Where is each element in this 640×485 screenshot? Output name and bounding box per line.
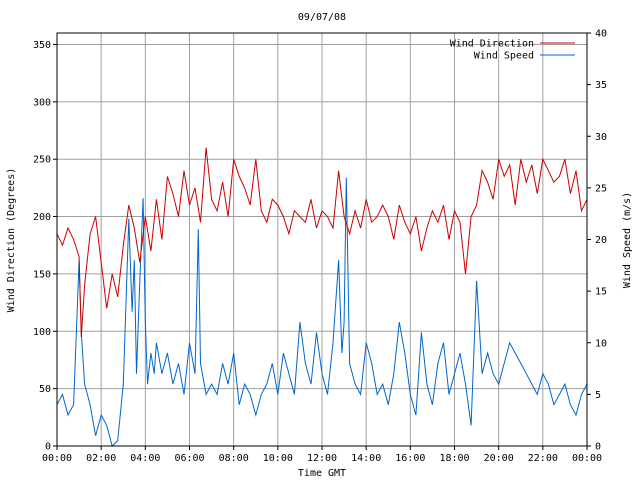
right-axis-tick-label: 25 bbox=[595, 183, 607, 194]
right-axis-tick-label: 20 bbox=[595, 235, 607, 246]
series-layer bbox=[56, 147, 588, 447]
x-axis-tick-label: 02:00 bbox=[86, 453, 116, 464]
x-axis-tick-label: 00:00 bbox=[572, 453, 602, 464]
right-axis-label: Wind Speed (m/s) bbox=[622, 192, 633, 288]
legend-label: Wind Direction bbox=[450, 39, 534, 50]
x-axis-tick-label: 18:00 bbox=[439, 453, 469, 464]
left-axis: 0 50 100 150 200 250 300 350 bbox=[33, 40, 57, 453]
x-axis-tick-label: 22:00 bbox=[528, 453, 558, 464]
x-axis-tick-label: 04:00 bbox=[130, 453, 160, 464]
legend-label: Wind Speed bbox=[474, 51, 534, 62]
left-axis-tick-label: 250 bbox=[33, 155, 51, 166]
left-axis-tick-label: 350 bbox=[33, 40, 51, 51]
x-axis-tick-label: 10:00 bbox=[263, 453, 293, 464]
x-axis: 00:00 02:00 04:00 06:00 08:00 10:00 12:00 14:00… bbox=[42, 446, 602, 464]
wind-speed-line bbox=[56, 177, 588, 447]
x-axis-tick-label: 00:00 bbox=[42, 453, 72, 464]
right-axis-tick-label: 5 bbox=[595, 390, 601, 401]
left-axis-tick-label: 100 bbox=[33, 327, 51, 338]
x-axis-tick-label: 08:00 bbox=[219, 453, 249, 464]
chart-title: 09/07/08 bbox=[298, 12, 346, 23]
x-axis-label: Time GMT bbox=[298, 468, 346, 479]
x-axis-tick-label: 12:00 bbox=[307, 453, 337, 464]
x-axis-tick-label: 16:00 bbox=[395, 453, 425, 464]
x-axis-tick-label: 14:00 bbox=[351, 453, 381, 464]
x-axis-tick-label: 20:00 bbox=[484, 453, 514, 464]
wind-direction-line bbox=[56, 147, 588, 338]
right-axis-tick-label: 10 bbox=[595, 338, 607, 349]
left-axis-label: Wind Direction (Degrees) bbox=[6, 168, 17, 313]
left-axis-tick-label: 0 bbox=[45, 442, 51, 453]
right-axis-tick-label: 0 bbox=[595, 442, 601, 453]
right-axis-tick-label: 30 bbox=[595, 132, 607, 143]
left-axis-tick-label: 150 bbox=[33, 269, 51, 280]
right-axis: 0 5 10 15 20 25 30 35 40 bbox=[587, 29, 607, 453]
right-axis-tick-label: 40 bbox=[595, 29, 607, 40]
left-axis-tick-label: 300 bbox=[33, 97, 51, 108]
left-axis-tick-label: 200 bbox=[33, 212, 51, 223]
left-axis-tick-label: 50 bbox=[39, 384, 51, 395]
x-axis-tick-label: 06:00 bbox=[174, 453, 204, 464]
right-axis-tick-label: 35 bbox=[595, 80, 607, 91]
right-axis-tick-label: 15 bbox=[595, 287, 607, 298]
